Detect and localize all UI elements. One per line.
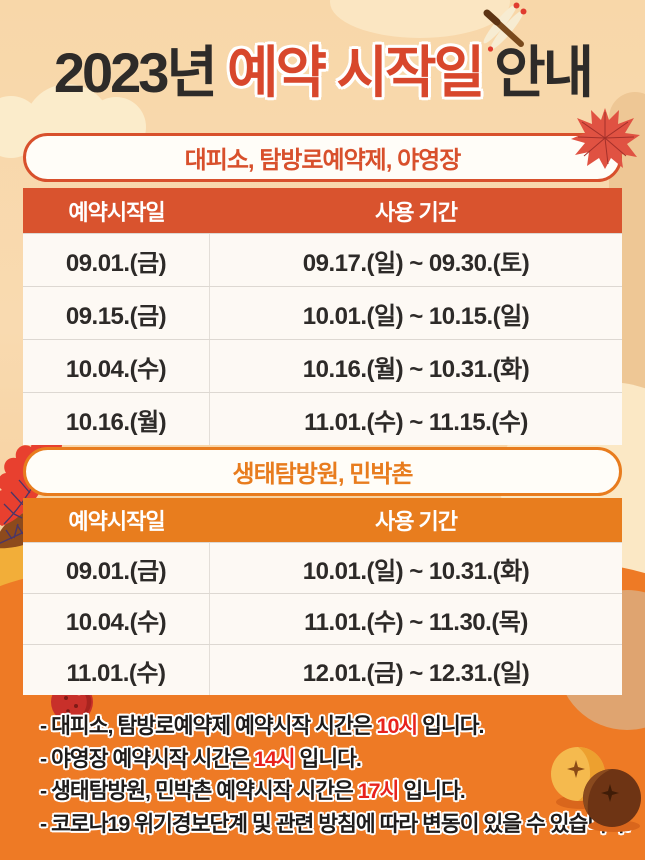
- table-row: 09.01.(금) 09.17.(일) ~ 09.30.(토): [23, 233, 622, 286]
- table-header-row: 예약시작일 사용 기간: [23, 188, 622, 233]
- page-title: 2023년 예약 시작일 안내: [0, 28, 645, 109]
- cell-start-date: 11.01.(수): [23, 645, 210, 695]
- note-time-highlight: 10시: [376, 714, 418, 738]
- cell-usage-period: 11.01.(수) ~ 11.15.(수): [304, 408, 528, 436]
- section2-pill-header: 생태탐방원, 민박촌: [23, 447, 622, 496]
- cell-start-date: 09.15.(금): [23, 287, 210, 339]
- table-header-row: 예약시작일 사용 기간: [23, 498, 622, 542]
- dragonfly-icon: [483, 2, 527, 52]
- cell-usage-period: 12.01.(금) ~ 12.31.(일): [302, 659, 530, 687]
- table-row: 09.15.(금) 10.01.(일) ~ 10.15.(일): [23, 286, 622, 339]
- table-row: 10.16.(월) 11.01.(수) ~ 11.15.(수): [23, 392, 622, 445]
- note-line: - 생태탐방원, 민박촌 예약시작 시간은 17시 입니다.: [40, 779, 466, 803]
- cell-start-date: 09.01.(금): [23, 234, 210, 286]
- footnotes: - 대피소, 탐방로예약제 예약시작 시간은 10시 입니다. - 야영장 예약…: [40, 710, 631, 840]
- table-row: 10.04.(수) 11.01.(수) ~ 11.30.(목): [23, 593, 622, 644]
- table-row: 11.01.(수) 12.01.(금) ~ 12.31.(일): [23, 644, 622, 695]
- column-header-usage-period: 사용 기간: [374, 199, 458, 225]
- note-time-highlight: 17시: [357, 779, 400, 803]
- table-row: 09.01.(금) 10.01.(일) ~ 10.31.(화): [23, 542, 622, 593]
- table-row: 10.04.(수) 10.16.(월) ~ 10.31.(화): [23, 339, 622, 392]
- cell-start-date: 10.04.(수): [23, 340, 210, 392]
- jujube-fruits-icon: [551, 747, 641, 832]
- column-header-start-date: 예약시작일: [68, 509, 165, 534]
- maple-leaf-icon: [571, 108, 640, 169]
- cell-usage-period: 10.16.(월) ~ 10.31.(화): [302, 355, 530, 383]
- title-highlight: 예약 시작일: [226, 41, 485, 104]
- note-line: - 야영장 예약시작 시간은 14시 입니다.: [40, 746, 362, 771]
- cell-usage-period: 11.01.(수) ~ 11.30.(목): [304, 608, 528, 636]
- section2-table: 예약시작일 사용 기간 09.01.(금) 10.01.(일) ~ 10.31.…: [23, 498, 622, 695]
- cell-start-date: 10.16.(월): [23, 393, 210, 445]
- title-year: 2023년: [53, 41, 218, 104]
- note-time-highlight: 14시: [253, 746, 296, 771]
- section2-pill-label: 생태탐방원, 민박촌: [232, 461, 414, 488]
- note-line: - 코로나19 위기경보단계 및 관련 방침에 따라 변동이 있을 수 있습니다…: [40, 811, 631, 836]
- cell-usage-period: 10.01.(일) ~ 10.15.(일): [302, 302, 530, 330]
- section1-table: 예약시작일 사용 기간 09.01.(금) 09.17.(일) ~ 09.30.…: [23, 188, 622, 445]
- column-header-start-date: 예약시작일: [68, 199, 165, 225]
- cell-start-date: 10.04.(수): [23, 594, 210, 644]
- section1-pill-header: 대피소, 탐방로예약제, 야영장: [23, 133, 622, 182]
- column-header-usage-period: 사용 기간: [374, 509, 458, 534]
- section1-pill-label: 대피소, 탐방로예약제, 야영장: [184, 147, 462, 174]
- note-line: - 대피소, 탐방로예약제 예약시작 시간은 10시 입니다.: [40, 714, 484, 738]
- cell-usage-period: 09.17.(일) ~ 09.30.(토): [302, 249, 530, 277]
- cell-usage-period: 10.01.(일) ~ 10.31.(화): [302, 557, 530, 585]
- cell-start-date: 09.01.(금): [23, 543, 210, 593]
- title-suffix: 안내: [494, 41, 594, 104]
